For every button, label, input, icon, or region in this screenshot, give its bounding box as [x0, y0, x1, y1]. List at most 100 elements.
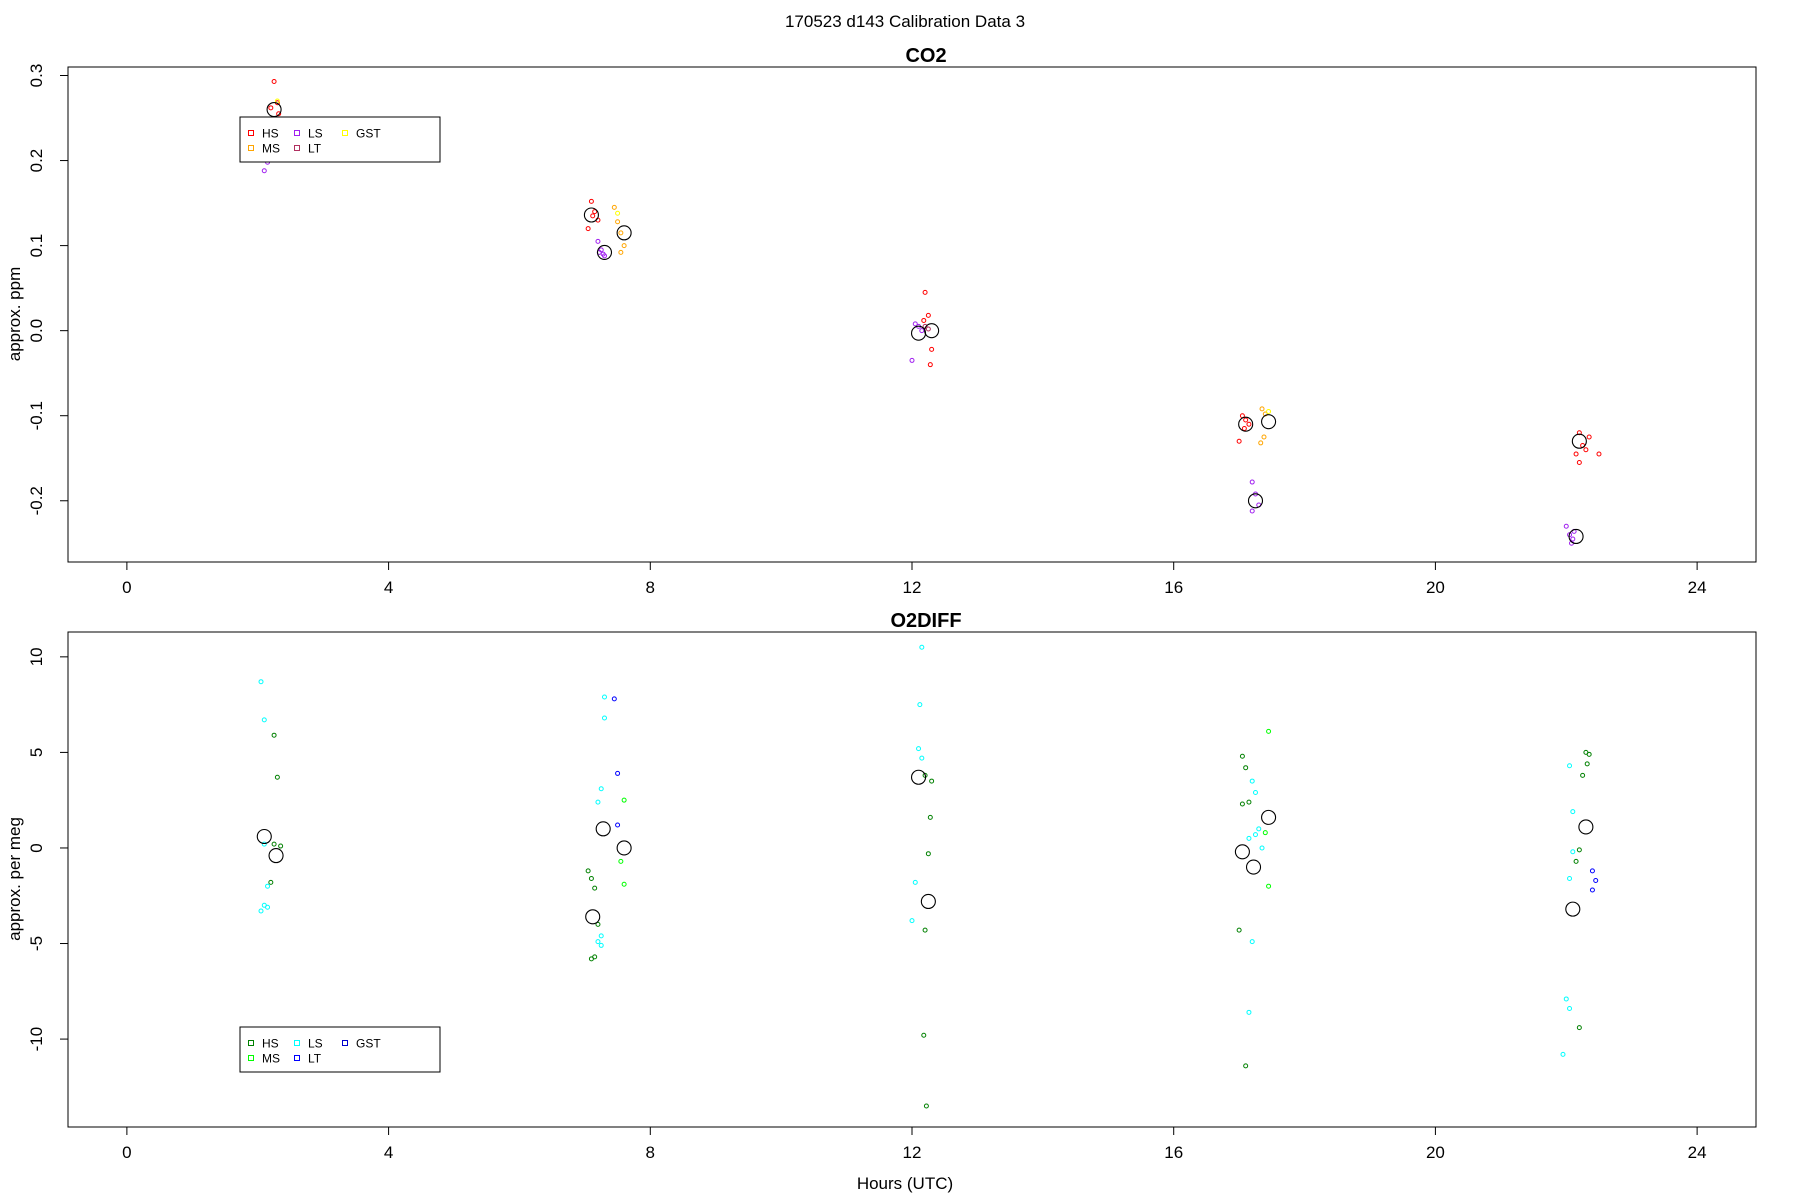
co2-panel: CO2 approx. ppm 0 4 8 12 16 20 24 -0.2 -0.1 0.0 0.…	[5, 45, 1757, 597]
o2diff-lt-point	[615, 770, 621, 776]
o2diff-ls-point	[1256, 826, 1262, 832]
co2-ls-point	[1570, 536, 1576, 542]
o2diff-mean-marker	[1234, 844, 1250, 860]
co2-hs-point	[1576, 459, 1582, 465]
co2-mean-marker	[1571, 433, 1587, 449]
o2diff-y-axis-label: approx. per meg	[5, 817, 24, 941]
co2-x-tick-label: 16	[1164, 578, 1183, 597]
o2diff-hs-point	[1576, 847, 1582, 853]
o2diff-hs-point	[595, 921, 601, 927]
co2-legend-label: GST	[356, 127, 381, 141]
o2diff-hs-point	[922, 927, 928, 933]
co2-mean-marker	[596, 244, 613, 260]
o2diff-ms-point	[1266, 728, 1272, 734]
co2-legend-swatch	[248, 145, 254, 151]
o2diff-ls-point	[1249, 939, 1255, 945]
co2-gst-point	[615, 210, 621, 216]
co2-mean-marker	[924, 323, 940, 339]
o2diff-ms-point	[621, 881, 627, 887]
o2diff-lt-point	[611, 696, 617, 702]
co2-x-tick-label: 4	[384, 578, 393, 597]
co2-legend-swatch	[248, 130, 254, 136]
o2diff-ms-point	[1266, 883, 1272, 889]
o2diff-x-tick-label: 4	[384, 1143, 393, 1162]
o2diff-hs-point	[1239, 753, 1245, 759]
co2-mean-marker	[1261, 414, 1277, 430]
co2-hs-point	[1243, 417, 1249, 423]
o2diff-lt-point	[1593, 877, 1599, 883]
co2-hs-point	[925, 312, 931, 318]
co2-ms-point	[1258, 440, 1264, 446]
co2-ms-point	[1259, 406, 1265, 412]
co2-ls-point	[600, 251, 606, 257]
o2diff-y-tick-label: -10	[27, 1027, 46, 1052]
o2diff-ls-point	[1563, 996, 1569, 1002]
co2-y-axis-label: approx. ppm	[5, 267, 24, 362]
o2diff-ls-point	[601, 694, 607, 700]
o2diff-legend-swatch	[342, 1040, 348, 1046]
co2-x-tick-label: 24	[1688, 578, 1707, 597]
co2-ms-point	[618, 230, 624, 236]
o2diff-ls-point	[258, 679, 264, 685]
o2diff-ls-point	[1249, 778, 1255, 784]
o2diff-y-tick-label: 10	[27, 647, 46, 666]
o2diff-hs-point	[921, 1032, 927, 1038]
o2diff-hs-point	[1246, 799, 1252, 805]
co2-hs-point	[1583, 447, 1589, 453]
o2diff-x-tick-label: 24	[1688, 1143, 1707, 1162]
o2diff-mean-marker	[585, 909, 601, 925]
co2-y-tick-label: 0.1	[27, 234, 46, 258]
o2diff-ls-point	[1252, 832, 1258, 838]
o2diff-legend-swatch	[294, 1055, 300, 1061]
o2diff-mean-marker	[256, 828, 272, 845]
o2diff-mean-marker	[1565, 901, 1581, 917]
o2diff-legend-swatch	[294, 1040, 300, 1046]
o2diff-ls-point	[1570, 809, 1576, 815]
co2-ls-point	[909, 357, 915, 363]
o2diff-ls-point	[261, 841, 267, 847]
o2diff-hs-point	[585, 868, 591, 874]
o2diff-mean-marker	[595, 821, 611, 837]
co2-legend-swatch	[294, 130, 300, 136]
o2diff-mean-marker	[1261, 809, 1277, 825]
co2-hs-point	[588, 198, 594, 204]
o2diff-x-tick-label: 12	[903, 1143, 922, 1162]
o2diff-hs-point	[1586, 751, 1592, 757]
o2diff-hs-point	[274, 774, 280, 780]
o2diff-ls-point	[1246, 1009, 1252, 1015]
co2-y-tick-label: -0.2	[27, 486, 46, 515]
o2diff-hs-point	[1580, 772, 1586, 778]
co2-ls-point	[1249, 479, 1255, 485]
o2diff-ls-point	[1567, 1006, 1573, 1012]
o2diff-legend-label: GST	[356, 1037, 381, 1051]
co2-legend-label: LT	[308, 142, 322, 156]
o2diff-hs-point	[1576, 1025, 1582, 1031]
o2diff-hs-point	[271, 732, 277, 738]
o2diff-ls-point	[1567, 876, 1573, 882]
o2diff-mean-marker	[268, 848, 284, 864]
o2diff-hs-point	[927, 814, 933, 820]
o2diff-x-tick-label: 0	[122, 1143, 131, 1162]
o2diff-ls-point	[598, 942, 604, 948]
o2diff-y-tick-label: -5	[27, 936, 46, 951]
o2diff-ls-point	[258, 908, 264, 914]
co2-ls-point	[595, 238, 601, 244]
o2diff-legend-label: MS	[262, 1052, 280, 1066]
o2diff-ls-point	[917, 702, 923, 708]
o2diff-panel-title: O2DIFF	[890, 610, 961, 632]
o2diff-panel: O2DIFF approx. per meg Hours (UTC) 0 4 8 12…	[5, 610, 1757, 1193]
o2diff-ms-point	[1262, 830, 1268, 836]
co2-hs-point	[1246, 421, 1252, 427]
o2diff-ms-point	[618, 858, 624, 864]
co2-legend-label: MS	[262, 142, 280, 156]
o2diff-ls-point	[1252, 790, 1258, 796]
co2-ls-point	[261, 168, 267, 174]
co2-legend-swatch	[342, 130, 348, 136]
co2-hs-point	[927, 362, 933, 368]
co2-gst-point	[1266, 408, 1272, 414]
o2diff-x-tick-label: 20	[1426, 1143, 1445, 1162]
o2diff-ls-point	[1567, 763, 1573, 769]
o2diff-hs-point	[925, 851, 931, 857]
o2diff-hs-point	[588, 876, 594, 882]
